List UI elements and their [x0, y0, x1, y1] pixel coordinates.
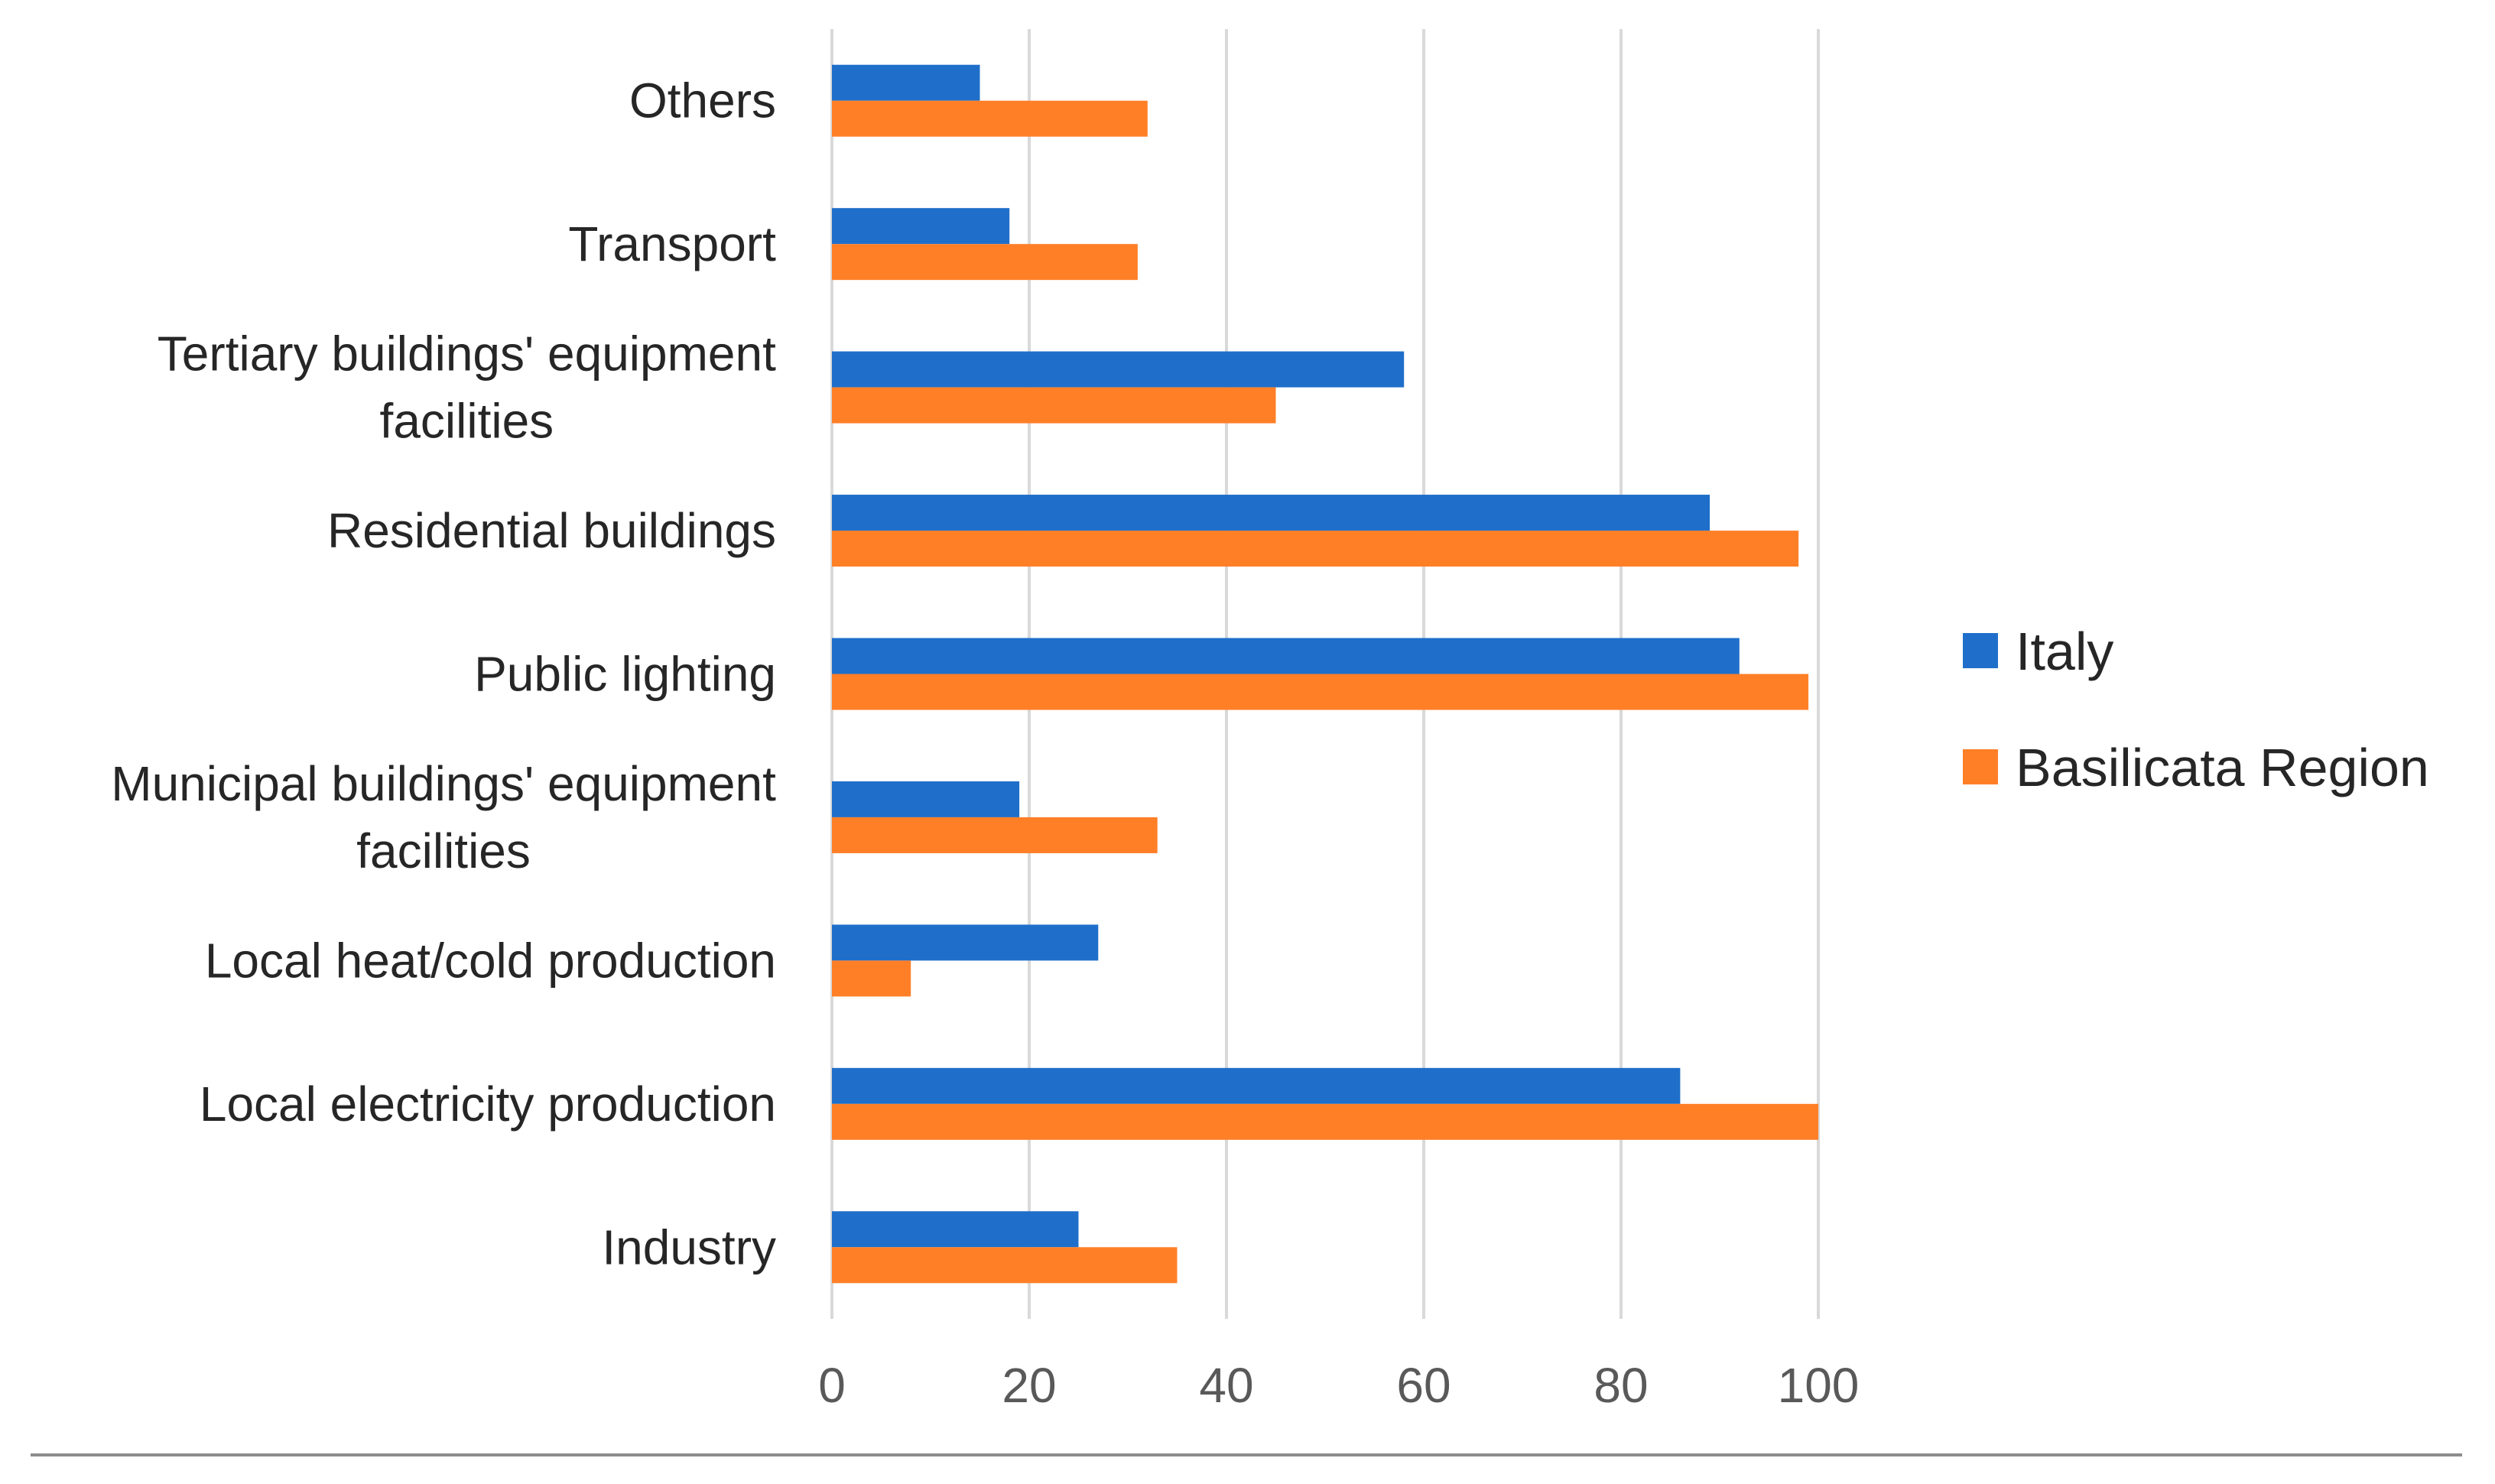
bar-basilicata-region: [832, 960, 911, 997]
category-labels: Industry Local electricity production Loca…: [111, 73, 776, 1275]
x-tick-label: 60: [1396, 1358, 1451, 1413]
bar-italy: [832, 638, 1740, 674]
category-label: Transport: [568, 216, 776, 271]
legend-swatch: [1963, 633, 1998, 668]
bar-italy: [832, 1067, 1681, 1104]
bar-basilicata-region: [832, 1247, 1178, 1284]
x-tick-label: 80: [1593, 1358, 1648, 1413]
bar-italy: [832, 1211, 1079, 1248]
x-tick-label: 100: [1778, 1358, 1860, 1413]
category-label: Tertiary buildings' equipment facilities: [158, 326, 776, 449]
x-tick-label: 20: [1002, 1358, 1056, 1413]
x-tick-labels: 0 20 40 60 80 100: [818, 1358, 1859, 1413]
bar-italy: [832, 495, 1710, 531]
category-label: Municipal buildings' equipment facilities: [111, 756, 776, 878]
legend: Italy Basilicata Region: [1963, 622, 2429, 797]
bar-basilicata-region: [832, 387, 1276, 424]
bar-basilicata-region: [832, 817, 1158, 853]
category-label: Industry: [602, 1219, 776, 1275]
bar-basilicata-region: [832, 674, 1809, 710]
legend-label: Italy: [2016, 622, 2113, 681]
bar-italy: [832, 924, 1099, 961]
legend-swatch: [1963, 749, 1998, 784]
x-tick-label: 40: [1199, 1358, 1253, 1413]
x-tick-label: 0: [818, 1358, 846, 1413]
bars: [832, 64, 1818, 1284]
category-label: Others: [629, 73, 776, 128]
category-label: Local heat/cold production: [205, 933, 776, 988]
bar-basilicata-region: [832, 531, 1799, 567]
bar-italy: [832, 64, 980, 101]
category-label: Public lighting: [474, 647, 776, 702]
category-label: Local electricity production: [200, 1076, 776, 1132]
bar-italy: [832, 351, 1405, 388]
bar-italy: [832, 208, 1010, 245]
category-label: Residential buildings: [327, 503, 776, 558]
bar-italy: [832, 781, 1020, 817]
bar-basilicata-region: [832, 1103, 1818, 1140]
bar-basilicata-region: [832, 244, 1138, 281]
bar-basilicata-region: [832, 100, 1148, 137]
legend-label: Basilicata Region: [2016, 738, 2429, 797]
